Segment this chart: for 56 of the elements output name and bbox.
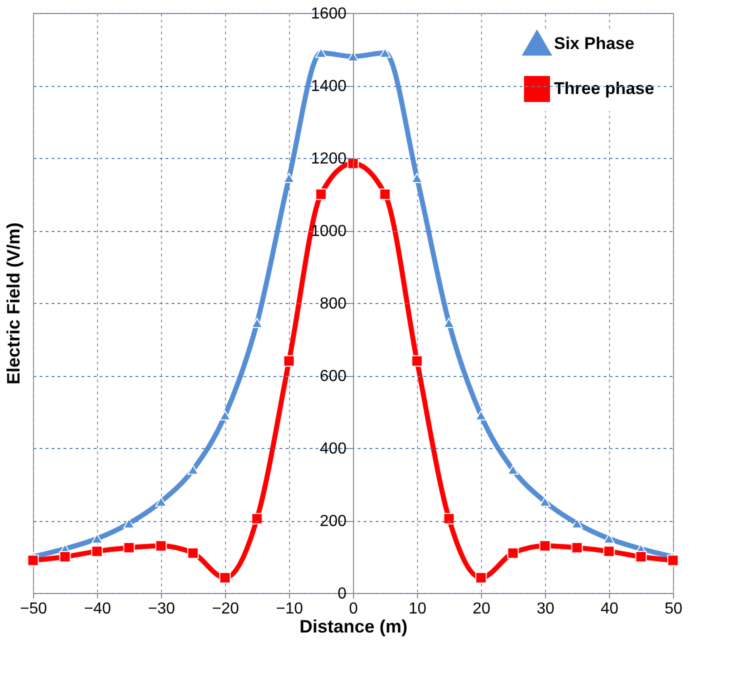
point: [411, 172, 423, 183]
point: [635, 551, 647, 562]
point: [59, 551, 71, 562]
point: [379, 188, 391, 200]
point: [507, 464, 519, 475]
point: [155, 496, 167, 507]
point: [123, 542, 135, 554]
y-tick-label: 1400: [310, 78, 347, 95]
y-tick-label: 200: [320, 513, 347, 530]
point: [603, 546, 615, 558]
x-tick-label: −20: [212, 600, 240, 618]
point: [251, 512, 263, 524]
y-tick-label: 400: [320, 440, 347, 458]
x-tick-label: 20: [472, 600, 490, 618]
y-tick-label: 0: [338, 586, 347, 602]
point: [507, 547, 519, 559]
x-tick-label: 0: [349, 600, 358, 618]
x-tick-label: −10: [276, 600, 304, 618]
point: [91, 534, 103, 544]
point: [251, 318, 263, 328]
y-tick-label: 1200: [310, 150, 347, 168]
point: [411, 355, 423, 367]
point: [315, 188, 327, 200]
x-tick-label: 10: [408, 600, 426, 618]
x-tick-label: −40: [84, 600, 112, 618]
x-tick-label: 50: [664, 600, 682, 618]
point: [603, 534, 615, 544]
point: [667, 554, 679, 566]
point: [443, 318, 455, 328]
point: [539, 496, 551, 507]
y-tick-label: 800: [320, 296, 347, 312]
point: [283, 172, 295, 183]
point: [219, 572, 231, 584]
point: [187, 547, 199, 559]
x-tick-label: 30: [536, 600, 554, 618]
point: [571, 542, 583, 554]
point: [475, 572, 487, 584]
x-tick-label: −30: [148, 600, 176, 618]
x-axis-title: Distance (m): [299, 616, 408, 636]
y-tick-label: 600: [320, 368, 347, 385]
point: [219, 410, 231, 420]
point: [443, 512, 455, 524]
point: [123, 518, 135, 528]
x-tick-label: 40: [600, 600, 618, 618]
point: [187, 464, 199, 475]
point: [539, 540, 551, 552]
point: [475, 410, 487, 420]
point: [571, 518, 583, 528]
y-axis-title: Electric Field (V/m): [4, 222, 24, 385]
legend-label: Six Phase: [554, 34, 634, 53]
x-tick-label: −50: [20, 600, 48, 618]
point: [155, 540, 167, 552]
y-tick-label: 1600: [310, 6, 347, 22]
point: [283, 355, 295, 367]
point: [27, 554, 39, 566]
point: [91, 546, 103, 558]
